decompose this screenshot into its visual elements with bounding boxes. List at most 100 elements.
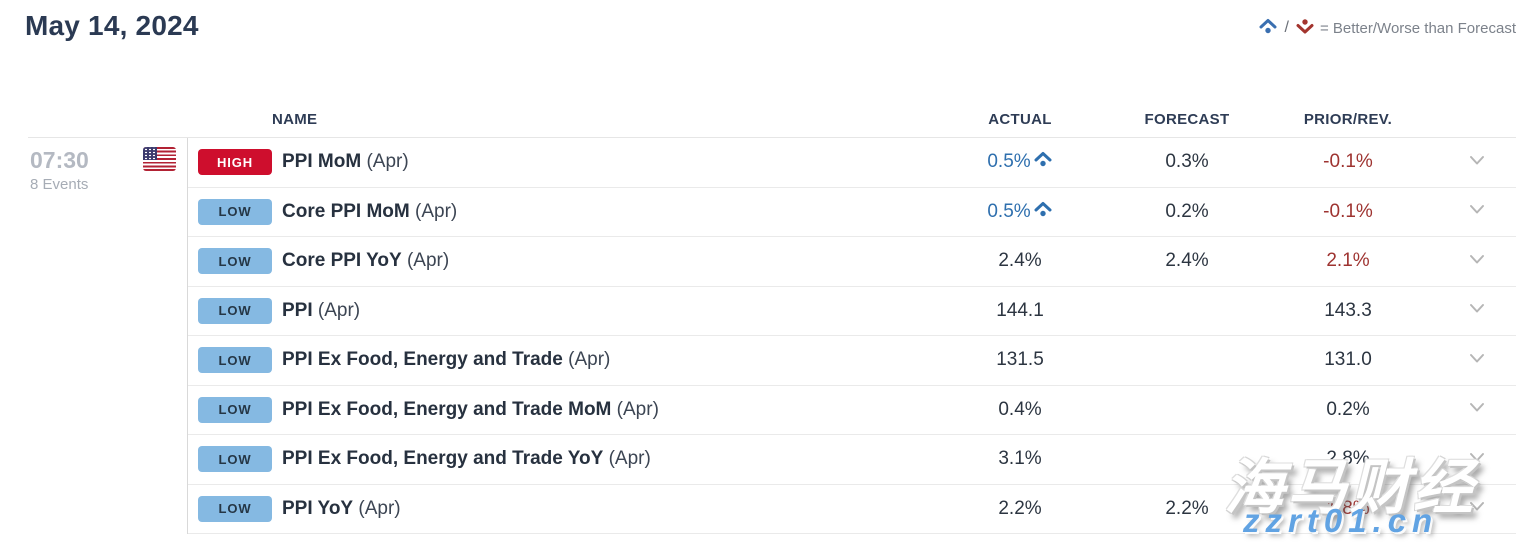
- column-header-forecast: FORECAST: [1144, 111, 1230, 128]
- better-than-forecast-icon: [1033, 149, 1053, 175]
- prior-value: 131.0: [1324, 349, 1372, 371]
- legend-label: = Better/Worse than Forecast: [1319, 19, 1516, 37]
- chevron-down-icon: [1465, 494, 1489, 523]
- prior-value: -0.1%: [1323, 200, 1373, 222]
- forecast-legend: / = Better/Worse than Forecast: [1258, 16, 1516, 40]
- event-name-text: PPI YoY: [282, 497, 354, 519]
- expand-row-button[interactable]: [1437, 435, 1516, 484]
- event-period: (Apr): [608, 448, 651, 470]
- forecast-value: [1107, 336, 1267, 385]
- actual-cell: 131.5: [940, 336, 1100, 385]
- actual-cell: 0.4%: [940, 386, 1100, 435]
- impact-badge: LOW: [198, 297, 272, 324]
- event-name: PPI Ex Food, Energy and Trade YoY (Apr): [282, 448, 651, 470]
- event-name-text: PPI Ex Food, Energy and Trade: [282, 349, 563, 371]
- impact-badge-label: HIGH: [216, 154, 254, 170]
- impact-badge: HIGH: [198, 149, 272, 176]
- chevron-down-icon: [1465, 148, 1489, 177]
- table-row[interactable]: LOW PPI Ex Food, Energy and Trade (Apr) …: [188, 336, 1516, 386]
- table-row[interactable]: HIGH PPI MoM (Apr) 0.5% 0.3% -0.1%: [188, 138, 1516, 188]
- event-name-text: PPI: [282, 299, 313, 321]
- prior-value: 2.8%: [1326, 448, 1370, 470]
- prior-value: 1.8%: [1326, 497, 1370, 519]
- chevron-down-icon: [1465, 395, 1489, 424]
- watermark-url: zzrt01.cn: [1243, 502, 1439, 539]
- table-row[interactable]: LOW PPI YoY (Apr) 2.2% 2.2% 1.8%: [188, 485, 1516, 534]
- table-body: 07:30 8 Events HIGH PPI MoM (Apr) 0.5% 0…: [28, 138, 1516, 534]
- impact-badge: LOW: [198, 248, 272, 275]
- event-name: PPI (Apr): [282, 300, 360, 322]
- expand-row-button[interactable]: [1437, 138, 1516, 187]
- event-period: (Apr): [568, 349, 611, 371]
- expand-row-button[interactable]: [1437, 485, 1516, 534]
- event-name-text: PPI Ex Food, Energy and Trade MoM: [282, 398, 612, 420]
- column-header-actual: ACTUAL: [988, 111, 1052, 128]
- event-period: (Apr): [616, 398, 659, 420]
- impact-badge: LOW: [198, 396, 272, 423]
- event-name: PPI YoY (Apr): [282, 498, 401, 520]
- actual-value: 0.4%: [998, 398, 1042, 420]
- event-period: (Apr): [406, 250, 450, 272]
- prior-value: 2.1%: [1326, 250, 1370, 272]
- actual-cell: 144.1: [940, 287, 1100, 336]
- impact-badge-label: LOW: [218, 204, 252, 220]
- time-group-cell: 07:30 8 Events: [28, 138, 187, 534]
- prior-value: 143.3: [1324, 299, 1372, 321]
- actual-value: 144.1: [996, 299, 1044, 321]
- table-row[interactable]: LOW Core PPI MoM (Apr) 0.5% 0.2% -0.1%: [188, 188, 1516, 237]
- events-count: 8 Events: [30, 176, 89, 194]
- event-name: Core PPI MoM (Apr): [282, 201, 457, 223]
- impact-badge-label: LOW: [218, 501, 252, 517]
- event-name-text: Core PPI MoM: [282, 200, 410, 222]
- watermark-brand: 海马财经: [1224, 454, 1476, 521]
- us-flag-icon: [143, 147, 176, 171]
- legend-separator: /: [1284, 19, 1289, 36]
- table-row[interactable]: LOW PPI (Apr) 144.1 143.3: [188, 287, 1516, 336]
- event-name: PPI MoM (Apr): [282, 151, 409, 173]
- impact-badge-label: LOW: [218, 352, 252, 368]
- event-period: (Apr): [358, 497, 401, 519]
- actual-value: 2.2%: [998, 497, 1042, 519]
- actual-cell: 2.4%: [940, 237, 1100, 286]
- column-header-prior: PRIOR/REV.: [1303, 111, 1393, 128]
- impact-badge-label: LOW: [218, 402, 252, 418]
- impact-badge: LOW: [198, 495, 272, 522]
- expand-row-button[interactable]: [1437, 188, 1516, 237]
- prior-value: -0.1%: [1323, 151, 1373, 173]
- event-name-text: Core PPI YoY: [282, 250, 402, 272]
- impact-badge-label: LOW: [218, 303, 252, 319]
- forecast-value: 0.3%: [1165, 151, 1209, 173]
- time-label: 07:30: [30, 147, 89, 173]
- impact-badge-label: LOW: [218, 451, 252, 467]
- forecast-value: [1107, 386, 1267, 435]
- expand-row-button[interactable]: [1437, 287, 1516, 336]
- actual-cell: 0.5%: [940, 188, 1100, 237]
- chevron-down-icon: [1465, 346, 1489, 375]
- prior-value: 0.2%: [1326, 398, 1370, 420]
- actual-value: 0.5%: [987, 200, 1031, 222]
- worse-than-forecast-icon: [1295, 16, 1315, 40]
- expand-row-button[interactable]: [1437, 336, 1516, 385]
- table-row[interactable]: LOW PPI Ex Food, Energy and Trade MoM (A…: [188, 386, 1516, 435]
- event-period: (Apr): [317, 299, 361, 321]
- impact-badge: LOW: [198, 198, 272, 225]
- event-name-text: PPI MoM: [282, 151, 362, 173]
- event-period: (Apr): [366, 151, 409, 173]
- event-name: PPI Ex Food, Energy and Trade MoM (Apr): [282, 399, 659, 421]
- actual-cell: 3.1%: [940, 435, 1100, 484]
- chevron-down-icon: [1465, 296, 1489, 325]
- chevron-down-icon: [1465, 247, 1489, 276]
- better-than-forecast-icon: [1258, 16, 1278, 40]
- economic-calendar-table: NAME ACTUAL FORECAST PRIOR/REV. 07:30 8 …: [28, 90, 1516, 534]
- table-row[interactable]: LOW Core PPI YoY (Apr) 2.4% 2.4% 2.1%: [188, 237, 1516, 287]
- actual-cell: 0.5%: [940, 138, 1100, 187]
- better-than-forecast-icon: [1033, 199, 1053, 225]
- expand-row-button[interactable]: [1437, 237, 1516, 286]
- table-row[interactable]: LOW PPI Ex Food, Energy and Trade YoY (A…: [188, 435, 1516, 485]
- actual-value: 2.4%: [998, 250, 1042, 272]
- expand-row-button[interactable]: [1437, 386, 1516, 435]
- column-header-name: NAME: [272, 111, 318, 128]
- forecast-value: 2.4%: [1165, 250, 1209, 272]
- actual-value: 3.1%: [998, 448, 1042, 470]
- actual-cell: 2.2%: [940, 485, 1100, 534]
